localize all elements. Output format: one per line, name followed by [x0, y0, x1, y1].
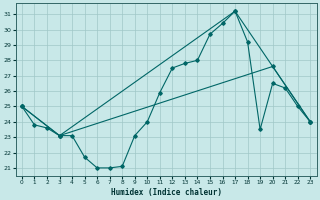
X-axis label: Humidex (Indice chaleur): Humidex (Indice chaleur)	[111, 188, 221, 197]
